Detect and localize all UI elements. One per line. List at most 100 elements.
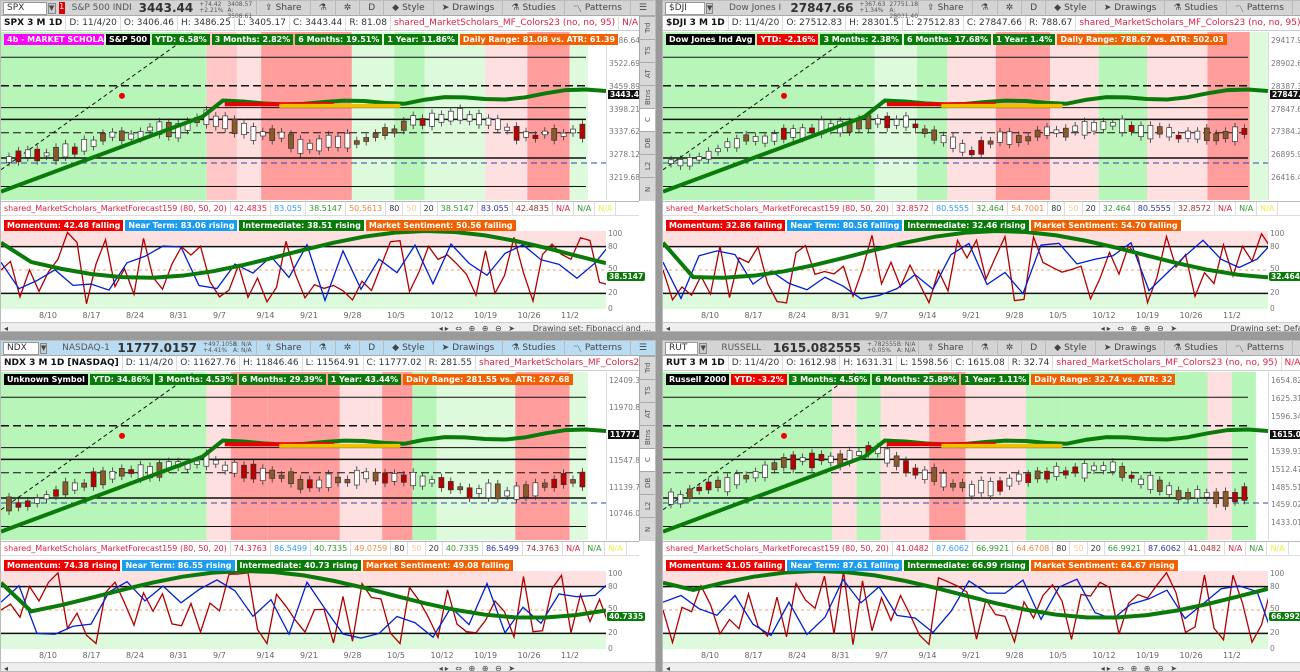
side-tab-btns[interactable]: Btns bbox=[640, 85, 656, 108]
scroll-left-icon[interactable]: ◂ bbox=[4, 664, 8, 672]
scroll-left-icon[interactable]: ◂ bbox=[666, 664, 670, 672]
date-tick: 8/17 bbox=[745, 651, 763, 660]
price-tick: 1485.51 bbox=[1271, 483, 1300, 492]
studies-button[interactable]: ⚗Studies bbox=[1164, 1, 1225, 16]
study-name[interactable]: shared_MarketScholars_MF_Colors23 (no, n… bbox=[391, 16, 619, 31]
share-button[interactable]: ⇪Share bbox=[918, 1, 972, 16]
link-icon[interactable] bbox=[716, 2, 721, 14]
side-tab-btns[interactable]: Btns bbox=[640, 425, 656, 448]
forecast-study-name[interactable]: shared_MarketScholars_MarketForecast159 … bbox=[663, 202, 893, 216]
drawings-button[interactable]: ➤Drawings bbox=[1095, 341, 1165, 356]
forecast-value: 80.5555 bbox=[1135, 202, 1175, 216]
study-name[interactable]: shared_MarketScholars_MF_Colors23 (no, n… bbox=[1076, 16, 1300, 31]
side-tab-n[interactable]: N bbox=[640, 177, 656, 200]
price-axis[interactable]: 1654.821625.311596.341567.881539.931512.… bbox=[1268, 372, 1300, 540]
menu-button[interactable]: ☰ bbox=[1292, 341, 1300, 356]
period-button[interactable]: D bbox=[359, 1, 383, 16]
period-button[interactable]: D bbox=[359, 341, 383, 356]
style-button[interactable]: ◆Style bbox=[1045, 341, 1095, 356]
link-icon[interactable] bbox=[710, 342, 714, 354]
studies-button[interactable]: ⚗Studies bbox=[1164, 341, 1225, 356]
symbol-dropdown-button[interactable]: ▼ bbox=[699, 343, 706, 354]
side-tab-l2[interactable]: L2 bbox=[640, 154, 656, 177]
flask-button[interactable]: ⚗ bbox=[310, 341, 335, 356]
price-chart[interactable] bbox=[663, 372, 1268, 540]
forecast-study-name[interactable]: shared_MarketScholars_MarketForecast159 … bbox=[663, 542, 893, 556]
forecast-study-name[interactable]: shared_MarketScholars_MarketForecast159 … bbox=[1, 542, 231, 556]
zoom-controls[interactable]: ◂▸ ⇔ ⊕ ⊕ ⊖ ➤ bbox=[439, 664, 517, 672]
study-name[interactable]: shared_MarketScholars_MF_Colors23 (no, n… bbox=[476, 356, 655, 371]
menu-button[interactable]: ☰ bbox=[1292, 1, 1300, 16]
oscillator-chart[interactable] bbox=[1, 231, 606, 309]
side-tab-c[interactable]: C bbox=[640, 108, 656, 131]
settings-button[interactable]: ✲ bbox=[335, 1, 360, 16]
flask-button[interactable]: ⚗ bbox=[310, 1, 335, 16]
price-chart[interactable] bbox=[1, 372, 606, 540]
oscillator-chart[interactable] bbox=[663, 571, 1268, 649]
scroll-left-icon[interactable]: ◂ bbox=[666, 324, 670, 333]
patterns-button[interactable]: 〽Patterns bbox=[1226, 341, 1292, 356]
side-tab-n[interactable]: N bbox=[640, 517, 656, 540]
style-button[interactable]: ◆Style bbox=[1045, 1, 1095, 16]
side-tab-at[interactable]: AT bbox=[640, 62, 656, 85]
share-button[interactable]: ⇪Share bbox=[256, 1, 310, 16]
zoom-controls[interactable]: ◂▸ ⇔ ⊕ ⊕ ⊖ ➤ bbox=[1101, 324, 1179, 333]
period-button[interactable]: D bbox=[1021, 341, 1045, 356]
side-tab-ts[interactable]: TS bbox=[640, 379, 656, 402]
menu-button[interactable]: ☰ bbox=[630, 1, 655, 16]
settings-button[interactable]: ✲ bbox=[997, 1, 1022, 16]
side-tab-db[interactable]: DB bbox=[640, 471, 656, 494]
drawings-button[interactable]: ➤Drawings bbox=[433, 1, 503, 16]
zoom-controls[interactable]: ◂▸ ⇔ ⊕ ⊕ ⊖ ➤ bbox=[1101, 664, 1179, 672]
scroll-left-icon[interactable]: ◂ bbox=[4, 324, 8, 333]
price-axis[interactable]: 29417.928902.6428387.3627847.6627384.226… bbox=[1268, 32, 1300, 200]
symbol-input[interactable]: NDX bbox=[3, 342, 39, 355]
link-icon[interactable] bbox=[50, 342, 55, 354]
period-button[interactable]: D bbox=[1021, 1, 1045, 16]
side-tab-at[interactable]: AT bbox=[640, 402, 656, 425]
link-icon[interactable]: 1 bbox=[59, 2, 65, 14]
side-tab-trd[interactable]: Trd bbox=[640, 356, 656, 379]
flask-button[interactable]: ⚗ bbox=[972, 341, 997, 356]
drawings-button[interactable]: ➤Drawings bbox=[1095, 1, 1165, 16]
drawings-button[interactable]: ➤Drawings bbox=[433, 341, 503, 356]
settings-button[interactable]: ✲ bbox=[997, 341, 1022, 356]
menu-button[interactable]: ☰ bbox=[630, 341, 655, 356]
style-button[interactable]: ◆Style bbox=[383, 341, 433, 356]
style-button[interactable]: ◆Style bbox=[383, 1, 433, 16]
patterns-button[interactable]: 〽Patterns bbox=[1226, 1, 1292, 16]
price-chart[interactable] bbox=[663, 32, 1268, 200]
side-tab-db[interactable]: DB bbox=[640, 131, 656, 154]
zoom-controls[interactable]: ◂▸ ⇔ ⊕ ⊕ ⊖ ➤ bbox=[439, 324, 517, 333]
symbol-input[interactable]: RUT bbox=[665, 342, 698, 355]
share-button[interactable]: ⇪Share bbox=[256, 341, 310, 356]
forecast-study-name[interactable]: shared_MarketScholars_MarketForecast159 … bbox=[1, 202, 231, 216]
date-tick: 10/5 bbox=[1049, 651, 1067, 660]
patterns-button[interactable]: 〽Patterns bbox=[564, 1, 630, 16]
oscillator-chart[interactable] bbox=[663, 231, 1268, 309]
side-tab-ts[interactable]: TS bbox=[640, 39, 656, 62]
side-tab-c[interactable]: C bbox=[640, 448, 656, 471]
study-name[interactable]: shared_MarketScholars_MF_Colors23 (no, n… bbox=[1053, 356, 1281, 371]
share-button[interactable]: ⇪Share bbox=[918, 341, 972, 356]
patterns-button[interactable]: 〽Patterns bbox=[564, 341, 630, 356]
price-chart[interactable] bbox=[1, 32, 606, 200]
price-axis[interactable]: 12409.3811970.8511777.0211547.8211139.74… bbox=[606, 372, 638, 540]
symbol-input[interactable]: SPX bbox=[3, 2, 47, 15]
side-tab-l2[interactable]: L2 bbox=[640, 494, 656, 517]
flask-button[interactable]: ⚗ bbox=[972, 1, 997, 16]
date-tick: 9/14 bbox=[919, 651, 937, 660]
symbol-dropdown-button[interactable]: ▼ bbox=[706, 3, 713, 14]
symbol-input[interactable]: $DJI bbox=[665, 2, 705, 15]
side-tab-trd[interactable]: Trd bbox=[640, 16, 656, 39]
studies-button[interactable]: ⚗Studies bbox=[502, 1, 563, 16]
oscillator-chart[interactable] bbox=[1, 571, 606, 649]
drawing-set-label[interactable]: Drawing set: Default bbox=[1230, 324, 1300, 333]
symbol-dropdown-button[interactable]: ▼ bbox=[48, 3, 56, 14]
drawing-set-label[interactable]: Drawing set: Fibonacci and ... bbox=[533, 324, 651, 333]
settings-button[interactable]: ✲ bbox=[335, 341, 360, 356]
symbol-dropdown-button[interactable]: ▼ bbox=[40, 343, 47, 354]
studies-button[interactable]: ⚗Studies bbox=[502, 341, 563, 356]
